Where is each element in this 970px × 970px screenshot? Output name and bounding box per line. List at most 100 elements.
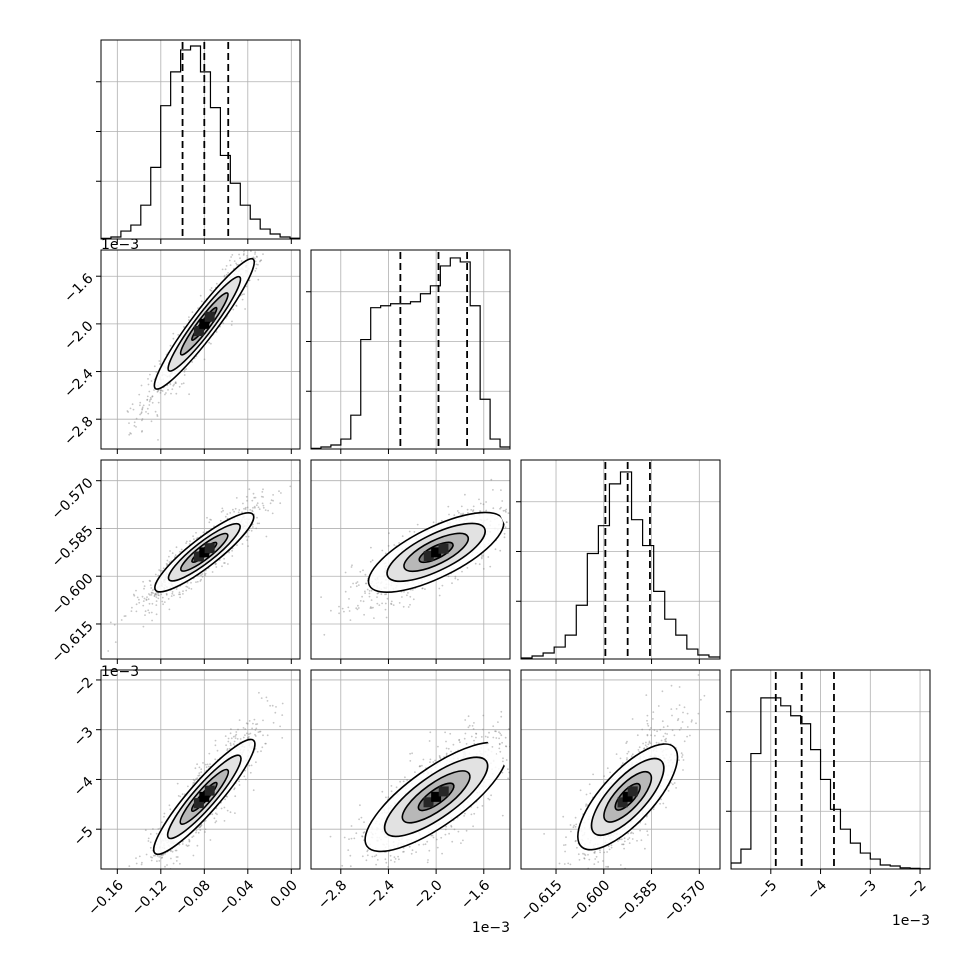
sample-point: [202, 762, 204, 764]
sample-point: [207, 765, 210, 768]
sample-point: [220, 807, 223, 810]
sample-point: [226, 513, 229, 515]
sample-point: [381, 549, 384, 552]
sample-point: [587, 853, 589, 856]
sample-point: [141, 418, 144, 420]
sample-point: [147, 598, 150, 601]
sample-point: [390, 790, 393, 793]
sample-point: [381, 871, 383, 873]
sample-point: [472, 505, 475, 508]
sample-point: [240, 260, 243, 262]
sample-point: [394, 858, 397, 860]
sample-point: [505, 508, 508, 511]
sample-point: [274, 219, 276, 221]
sample-point: [376, 859, 379, 861]
sample-point: [175, 382, 177, 384]
sample-point: [259, 260, 261, 263]
sample-point: [498, 743, 501, 746]
sample-point: [171, 552, 174, 554]
sample-point: [411, 849, 414, 852]
sample-point: [655, 741, 658, 744]
sample-point: [370, 599, 373, 601]
sample-point: [395, 786, 398, 789]
sample-point: [237, 728, 239, 731]
sample-point: [341, 607, 344, 610]
sample-point: [170, 850, 172, 852]
sample-point: [506, 521, 508, 524]
sample-point: [243, 253, 245, 255]
sample-point: [375, 880, 377, 882]
sample-point: [155, 875, 157, 877]
sample-point: [375, 863, 377, 866]
sample-point: [527, 517, 529, 519]
sample-point: [204, 572, 207, 575]
sample-point: [516, 508, 518, 510]
sample-point: [647, 724, 650, 727]
density-peak: [438, 786, 449, 797]
x-tick-label: −0.12: [129, 877, 171, 919]
sample-point: [169, 383, 172, 386]
sample-point: [413, 531, 416, 533]
sample-point: [287, 227, 289, 229]
sample-point: [384, 593, 386, 596]
sample-point: [260, 495, 263, 498]
sample-point: [151, 602, 154, 605]
sample-point: [142, 404, 145, 407]
sample-point: [373, 617, 375, 619]
sample-point: [459, 741, 461, 744]
sample-point: [259, 259, 262, 262]
sample-point: [242, 736, 245, 739]
sample-point: [231, 254, 234, 256]
sample-point: [363, 613, 365, 616]
sample-point: [372, 606, 374, 609]
sample-point: [238, 719, 241, 721]
sample-point: [368, 590, 371, 592]
sample-point: [381, 602, 383, 605]
sample-point: [161, 390, 164, 392]
sample-point: [129, 880, 131, 882]
sample-point: [255, 263, 258, 266]
sample-point: [269, 704, 271, 707]
sample-point: [289, 485, 292, 488]
sample-point: [505, 521, 508, 524]
sample-point: [171, 591, 174, 593]
sample-point: [464, 719, 467, 721]
sample-point: [473, 739, 475, 742]
sample-point: [216, 749, 219, 752]
sample-point: [355, 585, 358, 588]
sample-point: [516, 744, 518, 746]
sample-point: [445, 825, 447, 828]
sample-point: [594, 858, 597, 860]
sample-point: [387, 796, 390, 798]
x-tick-label: −2.4: [363, 877, 398, 912]
sample-point: [403, 850, 405, 853]
sample-point: [241, 293, 244, 296]
sample-point: [429, 731, 432, 734]
sample-point: [458, 739, 460, 742]
sample-point: [480, 556, 483, 558]
sample-point: [384, 858, 387, 861]
sample-point: [181, 843, 184, 845]
sample-point: [485, 501, 487, 503]
sample-point: [141, 430, 144, 432]
sample-point: [437, 745, 439, 748]
sample-point: [504, 736, 507, 739]
sample-point: [146, 395, 149, 398]
sample-point: [172, 337, 175, 340]
sample-point: [471, 725, 474, 727]
sample-point: [188, 838, 191, 841]
sample-point: [256, 256, 258, 258]
sample-point: [416, 523, 419, 526]
sample-point: [681, 721, 684, 723]
sample-point: [354, 882, 356, 884]
sample-point: [243, 293, 245, 296]
sample-point: [445, 747, 448, 750]
sample-point: [231, 320, 233, 323]
sample-point: [246, 499, 249, 502]
sample-point: [341, 864, 344, 867]
panel-2-0: −0.615−0.600−0.585−0.570: [49, 459, 301, 666]
sample-point: [128, 877, 130, 879]
sample-point: [198, 766, 201, 769]
sample-point: [422, 843, 425, 846]
sample-point: [384, 608, 387, 611]
